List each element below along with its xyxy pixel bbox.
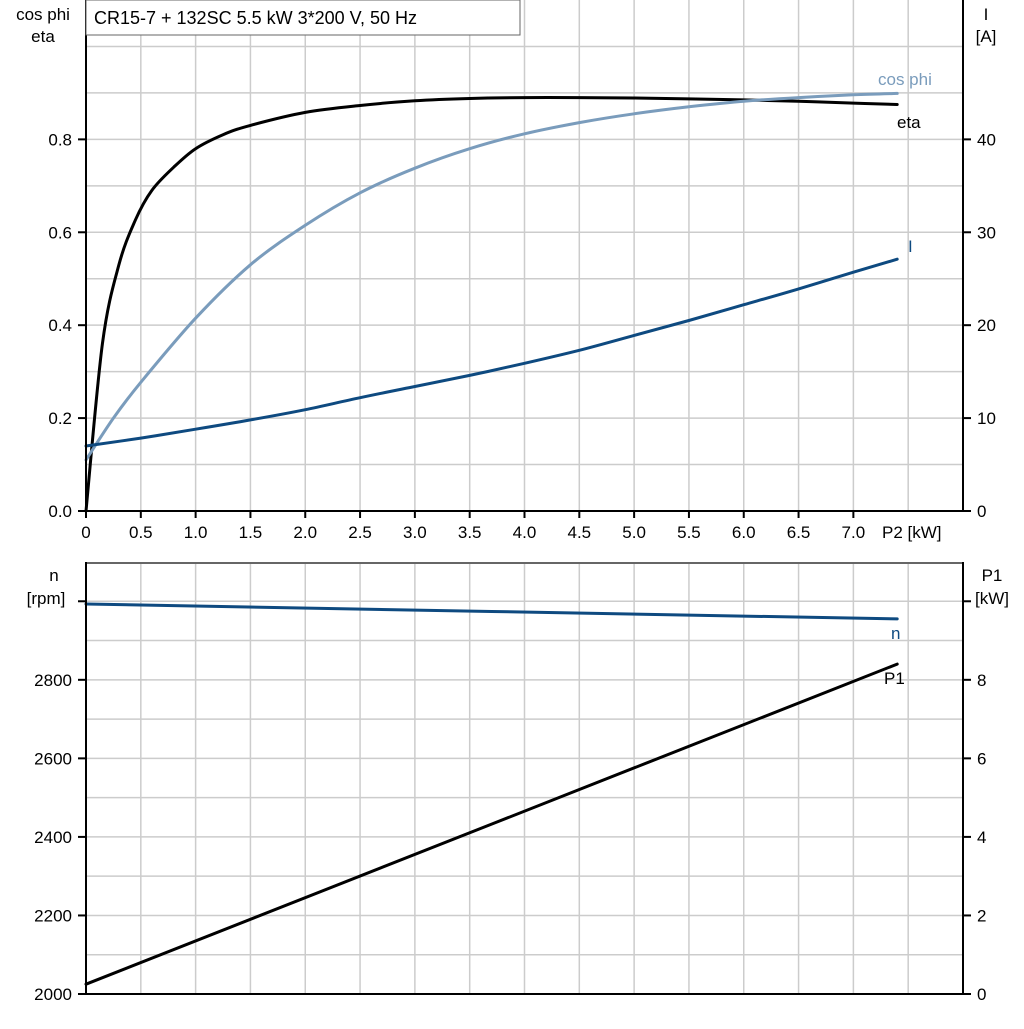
top-left-axis-label-2: eta bbox=[31, 27, 55, 46]
x-tick-label: 2.5 bbox=[348, 523, 372, 542]
x-tick-label: 1.0 bbox=[184, 523, 208, 542]
series-label-p1: P1 bbox=[884, 669, 905, 688]
bottom-left-axis-label-1: n bbox=[49, 566, 58, 585]
x-tick-label: 5.0 bbox=[622, 523, 646, 542]
series-line-eta bbox=[84, 95, 899, 513]
top-right-tick-label: 20 bbox=[977, 316, 996, 335]
bottom-right-axis-label-1: P1 bbox=[982, 566, 1003, 585]
bottom-left-tick-label: 2800 bbox=[34, 671, 72, 690]
x-axis-label: P2 [kW] bbox=[882, 523, 942, 542]
series-line-n bbox=[84, 602, 899, 621]
bottom-left-tick-label: 2400 bbox=[34, 828, 72, 847]
x-tick-label: 3.5 bbox=[458, 523, 482, 542]
top-right-axis-label-1: I bbox=[984, 5, 989, 24]
series-label-cos-phi: cos phi bbox=[878, 70, 932, 89]
series-line-cos-phi bbox=[84, 91, 899, 462]
bottom-left-tick-label: 2000 bbox=[34, 985, 72, 1004]
bottom-right-tick-label: 8 bbox=[977, 671, 986, 690]
series-layer bbox=[84, 91, 899, 986]
top-right-tick-label: 0 bbox=[977, 502, 986, 521]
x-tick-label: 7.0 bbox=[842, 523, 866, 542]
top-left-tick-label: 0.8 bbox=[48, 130, 72, 149]
bottom-right-tick-label: 4 bbox=[977, 828, 986, 847]
bottom-left-axis-label-2: [rpm] bbox=[27, 589, 66, 608]
x-tick-label: 4.0 bbox=[513, 523, 537, 542]
x-tick-label: 1.5 bbox=[239, 523, 263, 542]
x-tick-label: 6.5 bbox=[787, 523, 811, 542]
top-chart-grid bbox=[86, 0, 963, 511]
top-right-tick-label: 40 bbox=[977, 130, 996, 149]
top-left-tick-label: 0.6 bbox=[48, 223, 72, 242]
bottom-left-tick-label: 2600 bbox=[34, 749, 72, 768]
chart-title: CR15-7 + 132SC 5.5 kW 3*200 V, 50 Hz bbox=[94, 8, 417, 28]
top-right-axis-label-2: [A] bbox=[976, 27, 997, 46]
x-tick-label: 6.0 bbox=[732, 523, 756, 542]
series-label-i: I bbox=[908, 237, 913, 256]
bottom-left-tick-label: 2200 bbox=[34, 906, 72, 925]
top-right-tick-label: 30 bbox=[977, 223, 996, 242]
series-line-i bbox=[84, 257, 899, 448]
bottom-right-tick-label: 0 bbox=[977, 985, 986, 1004]
bottom-right-axis-label-2: [kW] bbox=[975, 589, 1009, 608]
bottom-right-tick-label: 6 bbox=[977, 749, 986, 768]
series-line-p1 bbox=[84, 662, 899, 986]
top-left-tick-label: 0.0 bbox=[48, 502, 72, 521]
top-right-tick-label: 10 bbox=[977, 409, 996, 428]
series-label-eta: eta bbox=[897, 113, 921, 132]
x-tick-label: 0.5 bbox=[129, 523, 153, 542]
x-tick-label: 0 bbox=[81, 523, 90, 542]
bottom-right-tick-label: 2 bbox=[977, 906, 986, 925]
x-tick-label: 2.0 bbox=[293, 523, 317, 542]
title-box: CR15-7 + 132SC 5.5 kW 3*200 V, 50 Hz bbox=[85, 0, 521, 36]
top-left-tick-label: 0.2 bbox=[48, 409, 72, 428]
x-tick-label: 4.5 bbox=[567, 523, 591, 542]
bottom-chart-grid bbox=[86, 562, 963, 994]
x-tick-label: 3.0 bbox=[403, 523, 427, 542]
x-tick-label: 5.5 bbox=[677, 523, 701, 542]
top-left-axis-label-1: cos phi bbox=[16, 5, 70, 24]
series-label-n: n bbox=[891, 624, 900, 643]
top-left-tick-label: 0.4 bbox=[48, 316, 72, 335]
